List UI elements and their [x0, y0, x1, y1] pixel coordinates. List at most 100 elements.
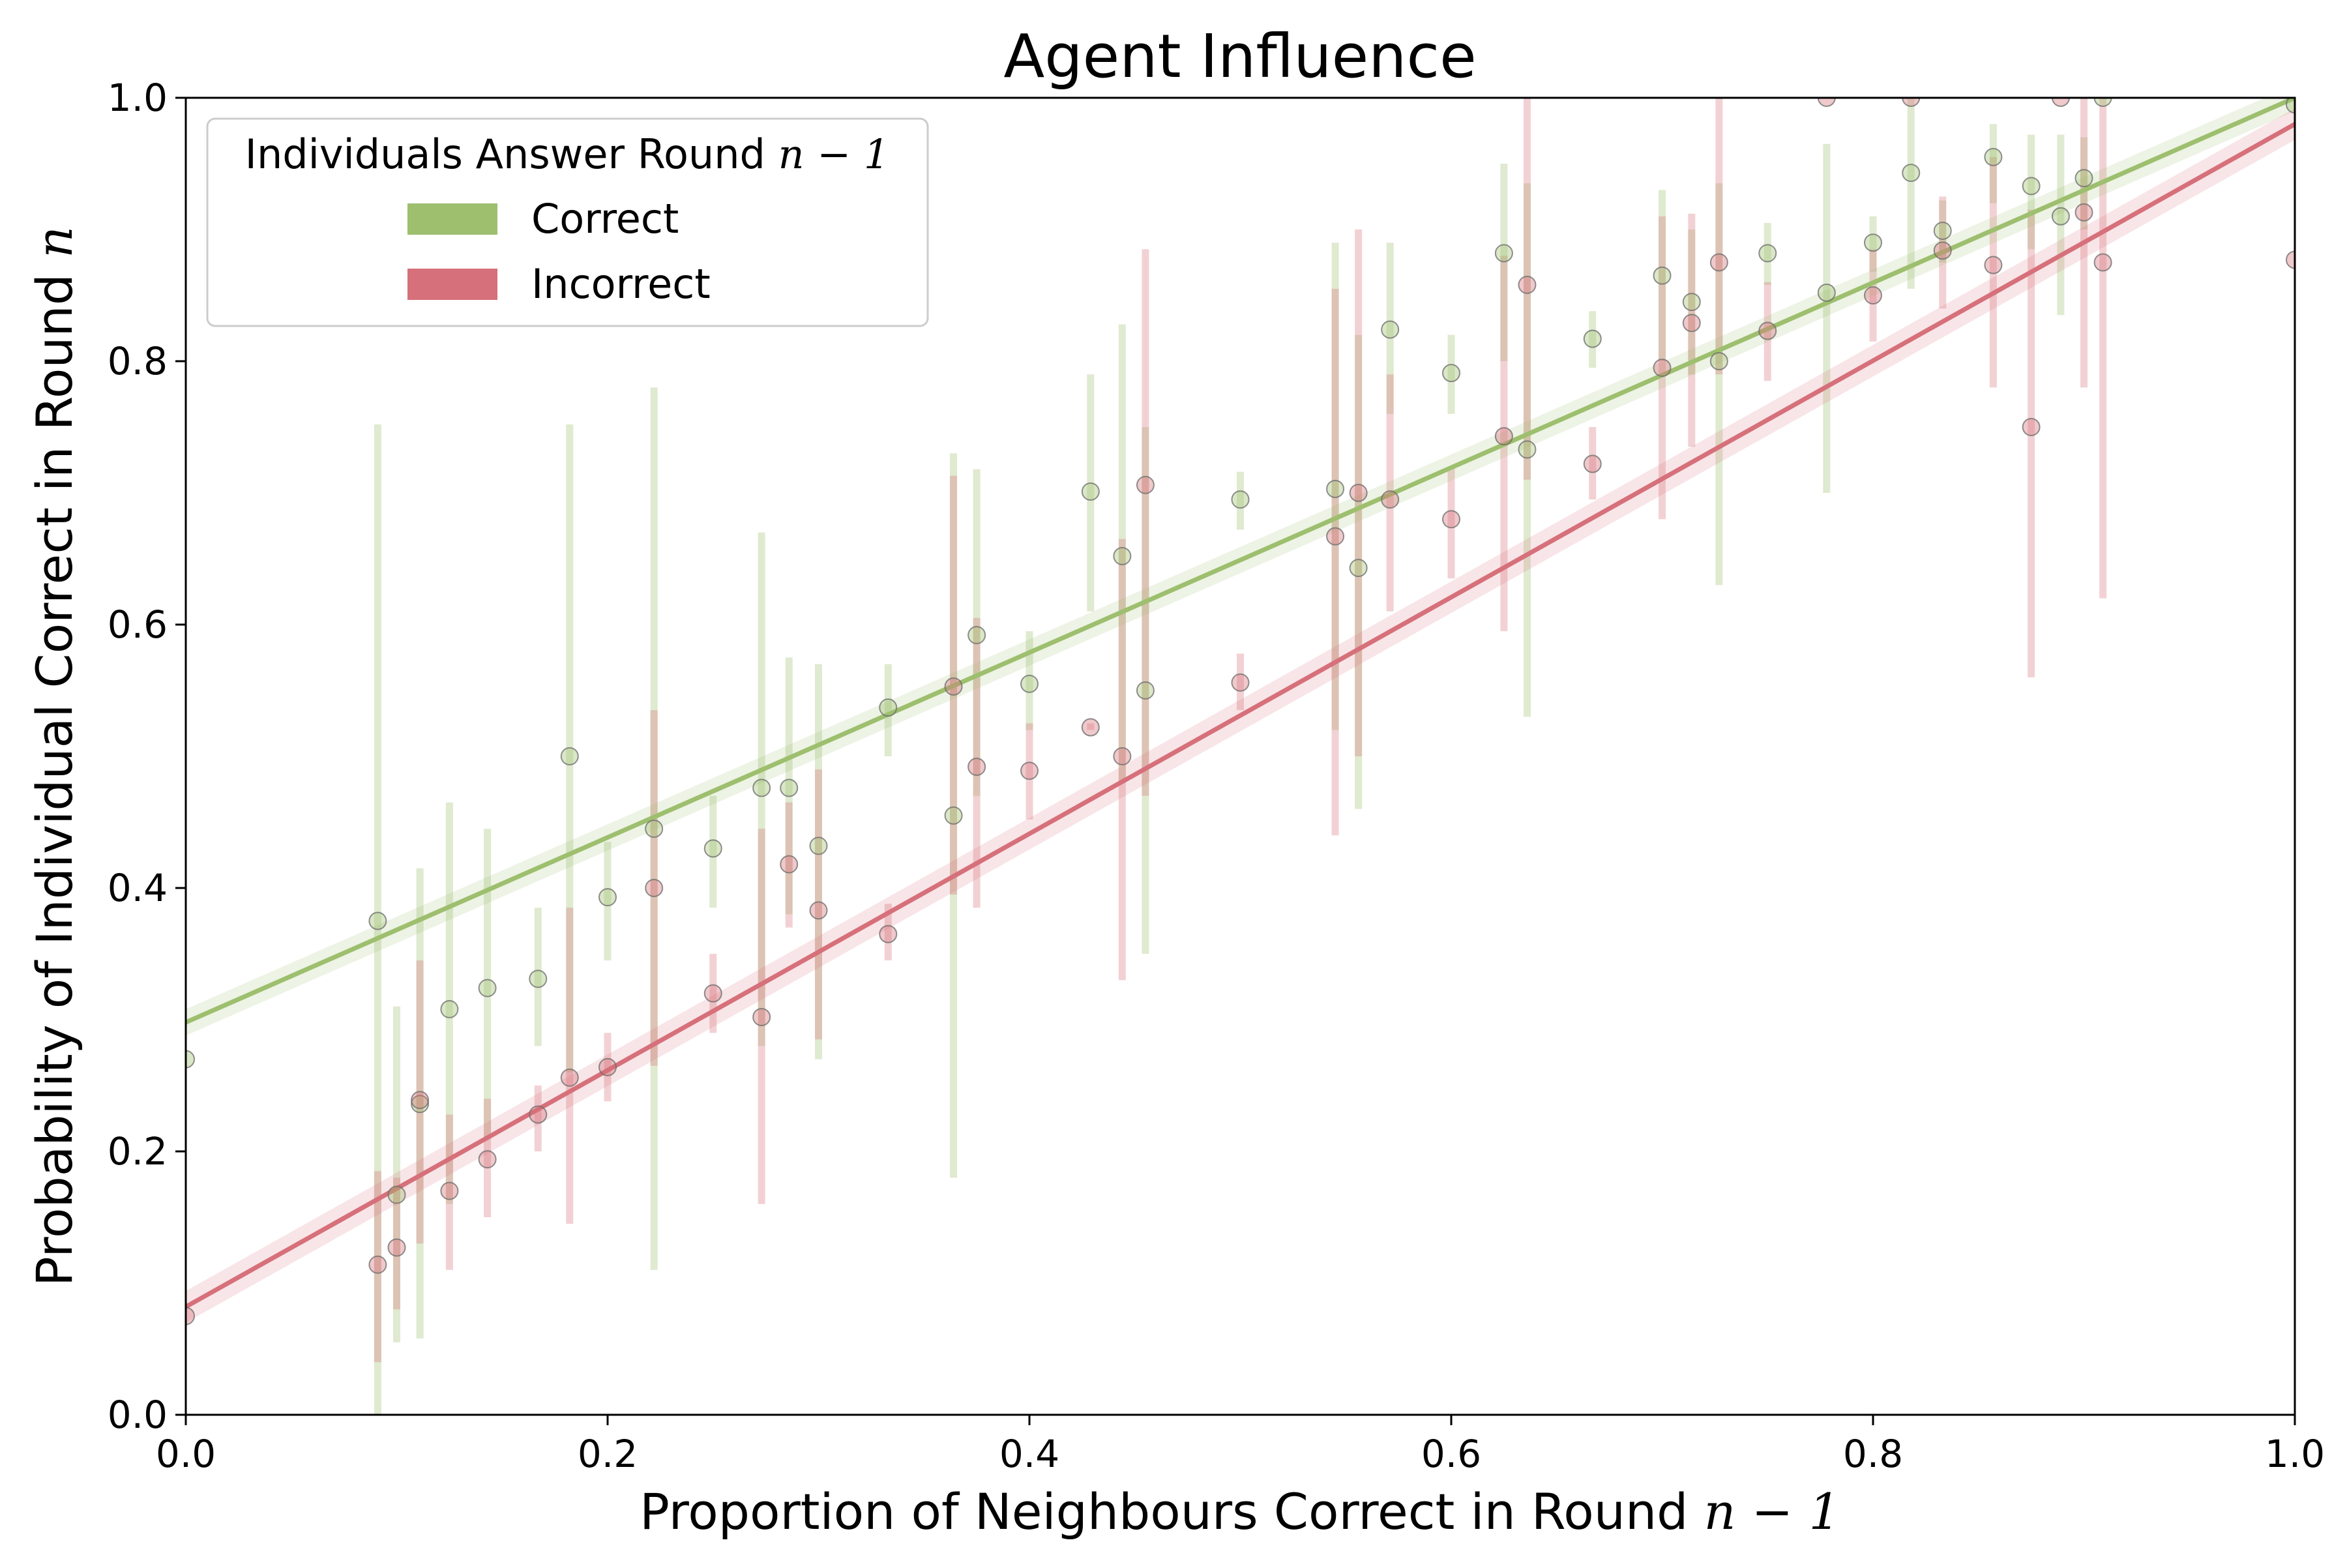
point-correct	[1081, 482, 1100, 501]
point-incorrect	[598, 1058, 617, 1076]
point-correct	[560, 747, 579, 765]
x-tick-label: 0.2	[578, 1432, 638, 1476]
point-incorrect	[1817, 98, 1836, 107]
point-incorrect	[186, 1307, 195, 1325]
point-incorrect	[1682, 314, 1701, 333]
point-correct	[529, 969, 548, 988]
point-correct	[752, 778, 771, 797]
point-incorrect	[1494, 427, 1513, 446]
point-incorrect	[478, 1150, 497, 1169]
point-incorrect	[879, 925, 898, 943]
y-axis-ticks: 0.0 0.2 0.4 0.6 0.8 1.0	[108, 76, 186, 1437]
point-correct	[186, 1050, 195, 1069]
point-correct	[1682, 293, 1701, 312]
point-correct	[1902, 164, 1921, 183]
point-incorrect	[387, 1238, 406, 1257]
point-correct	[1494, 244, 1513, 263]
x-tick-label: 0.4	[999, 1432, 1059, 1476]
point-correct	[1349, 559, 1368, 578]
point-incorrect	[1902, 98, 1921, 107]
legend-swatch-correct	[407, 203, 497, 235]
point-incorrect	[2093, 253, 2112, 272]
point-correct	[440, 999, 459, 1018]
point-incorrect	[1349, 484, 1368, 502]
point-incorrect	[1933, 241, 1952, 260]
point-correct	[1136, 681, 1155, 700]
point-correct	[780, 778, 799, 797]
y-tick-label: 0.2	[108, 1129, 168, 1174]
point-correct	[598, 888, 617, 907]
point-correct	[368, 911, 387, 930]
point-incorrect	[1081, 718, 1100, 737]
error-bars	[374, 98, 2107, 1415]
point-correct	[1758, 244, 1777, 263]
point-correct	[1583, 329, 1602, 348]
point-incorrect	[2074, 203, 2093, 222]
point-correct	[944, 806, 963, 825]
point-correct	[645, 820, 664, 838]
point-correct	[1709, 352, 1728, 370]
y-tick-label: 1.0	[108, 76, 168, 120]
point-incorrect	[1113, 747, 1132, 765]
x-tick-label: 0.8	[1843, 1432, 1903, 1476]
point-correct	[809, 836, 828, 855]
legend: Individuals Answer Round n − 1 Correct I…	[206, 117, 929, 327]
point-correct	[1442, 364, 1460, 383]
point-correct	[2093, 98, 2112, 107]
point-correct	[1113, 546, 1132, 565]
point-incorrect	[809, 901, 828, 920]
point-correct	[2022, 177, 2041, 196]
point-incorrect	[411, 1091, 430, 1110]
point-correct	[2286, 98, 2295, 114]
plot-frame	[185, 96, 2296, 1416]
point-incorrect	[2022, 418, 2041, 436]
point-incorrect	[2051, 98, 2070, 107]
regression-fits	[186, 98, 2295, 1323]
point-correct	[2051, 207, 2070, 226]
point-correct	[1326, 479, 1345, 498]
point-correct	[703, 839, 722, 858]
point-correct	[1231, 490, 1250, 509]
point-incorrect	[1442, 510, 1460, 529]
legend-title: Individuals Answer Round n − 1	[245, 130, 890, 178]
point-incorrect	[1381, 490, 1400, 509]
point-correct	[1653, 266, 1672, 285]
point-incorrect	[560, 1068, 579, 1087]
point-correct	[1864, 233, 1882, 252]
point-incorrect	[645, 879, 664, 897]
x-tick-label: 0.6	[1421, 1432, 1481, 1476]
point-incorrect	[2286, 250, 2295, 269]
point-incorrect	[1758, 321, 1777, 340]
point-incorrect	[1709, 253, 1728, 272]
point-correct	[1817, 283, 1836, 302]
point-incorrect	[1231, 673, 1250, 692]
legend-label-correct: Correct	[531, 195, 679, 243]
point-incorrect	[944, 677, 963, 696]
point-incorrect	[703, 984, 722, 1003]
point-correct	[2074, 169, 2093, 188]
point-incorrect	[1020, 762, 1039, 780]
point-incorrect	[1984, 256, 2003, 274]
point-correct	[387, 1185, 406, 1204]
point-correct	[1933, 222, 1952, 241]
y-tick-label: 0.8	[108, 339, 168, 383]
y-tick-label: 0.4	[108, 866, 168, 910]
legend-label-incorrect: Incorrect	[531, 260, 711, 308]
point-incorrect	[1518, 275, 1537, 294]
point-correct	[967, 626, 986, 645]
y-tick-label: 0.6	[108, 602, 168, 647]
legend-frame	[206, 117, 929, 327]
point-correct	[1381, 320, 1400, 339]
point-incorrect	[967, 758, 986, 777]
point-correct	[1518, 440, 1537, 459]
point-correct	[879, 698, 898, 717]
point-incorrect	[368, 1255, 387, 1274]
y-tick-label: 0.0	[108, 1393, 168, 1437]
data-points	[186, 98, 2295, 1325]
regression-line-incorrect	[186, 122, 2295, 1309]
point-incorrect	[1583, 454, 1602, 473]
point-incorrect	[752, 1007, 771, 1026]
point-incorrect	[780, 855, 799, 874]
x-axis-label: Proportion of Neighbours Correct in Roun…	[640, 1483, 1840, 1541]
